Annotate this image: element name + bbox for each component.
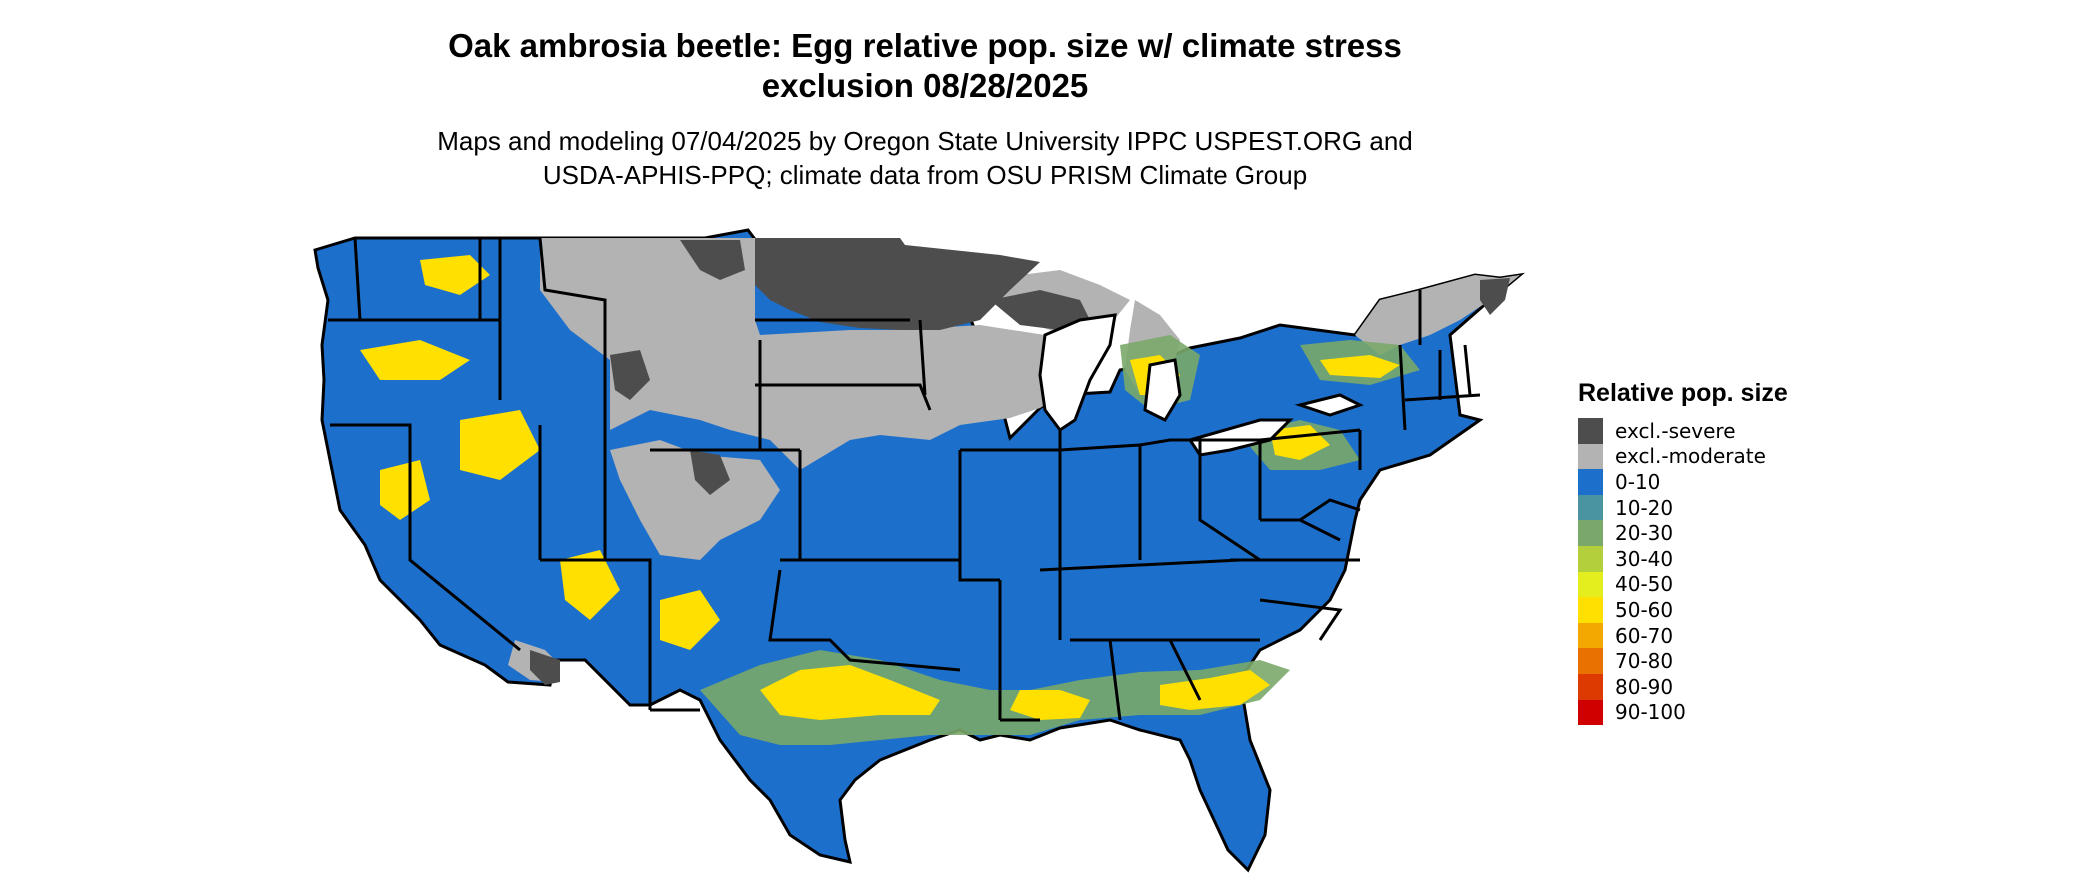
legend-item: 20-30 <box>1578 520 1788 546</box>
legend-label: 10-20 <box>1615 495 1674 520</box>
legend-swatch <box>1578 545 1603 572</box>
legend-label: 0-10 <box>1615 469 1661 494</box>
great-lakes <box>1038 313 1364 457</box>
legend-item: 10-20 <box>1578 494 1788 521</box>
exclusion-severe-areas <box>530 238 1510 685</box>
legend-items: excl.-severe excl.-moderate 0-10 10-20 20-30… <box>1578 418 1788 726</box>
legend-title: Relative pop. size <box>1578 379 1788 407</box>
legend-swatch <box>1578 699 1603 726</box>
population-40-60-areas <box>360 255 1400 720</box>
legend-label: 20-30 <box>1615 521 1674 546</box>
legend-swatch <box>1578 520 1603 546</box>
legend-swatch <box>1578 622 1603 649</box>
legend-label: 90-100 <box>1615 700 1686 725</box>
legend-swatch <box>1578 469 1603 495</box>
legend-item: 40-50 <box>1578 571 1788 598</box>
legend-item: excl.-severe <box>1578 418 1788 444</box>
map-subtitle-line-1: Maps and modeling 07/04/2025 by Oregon S… <box>437 126 1413 156</box>
map-title-line-1: Oak ambrosia beetle: Egg relative pop. s… <box>448 27 1402 64</box>
legend-label: 50-60 <box>1615 597 1674 622</box>
legend-swatch <box>1578 673 1603 700</box>
legend-label: 30-40 <box>1615 546 1674 571</box>
legend-label: excl.-severe <box>1615 418 1736 443</box>
legend-label: excl.-moderate <box>1615 444 1766 469</box>
map-subtitle: Maps and modeling 07/04/2025 by Oregon S… <box>330 124 1520 192</box>
us-map <box>313 228 1526 873</box>
legend-swatch <box>1578 494 1603 521</box>
legend-label: 70-80 <box>1615 649 1674 674</box>
legend-swatch <box>1578 597 1603 623</box>
legend-swatch <box>1578 571 1603 598</box>
legend-item: excl.-moderate <box>1578 443 1788 470</box>
legend-swatch <box>1578 418 1603 444</box>
legend-swatch <box>1578 443 1603 470</box>
legend-label: 40-50 <box>1615 572 1674 597</box>
legend-label: 60-70 <box>1615 623 1674 648</box>
map-subtitle-line-2: USDA-APHIS-PPQ; climate data from OSU PR… <box>542 160 1308 190</box>
legend: Relative pop. size excl.-severe excl.-mod… <box>1578 378 1788 726</box>
legend-item: 80-90 <box>1578 673 1788 700</box>
legend-label: 80-90 <box>1615 674 1674 699</box>
legend-swatch <box>1578 648 1603 674</box>
map-title-line-2: exclusion 08/28/2025 <box>761 67 1089 104</box>
map-title: Oak ambrosia beetle: Egg relative pop. s… <box>330 26 1520 106</box>
legend-item: 0-10 <box>1578 469 1788 495</box>
legend-item: 50-60 <box>1578 597 1788 623</box>
legend-item: 70-80 <box>1578 648 1788 674</box>
legend-item: 90-100 <box>1578 699 1788 726</box>
legend-item: 30-40 <box>1578 545 1788 572</box>
legend-item: 60-70 <box>1578 622 1788 649</box>
state-boundaries <box>328 237 1481 722</box>
